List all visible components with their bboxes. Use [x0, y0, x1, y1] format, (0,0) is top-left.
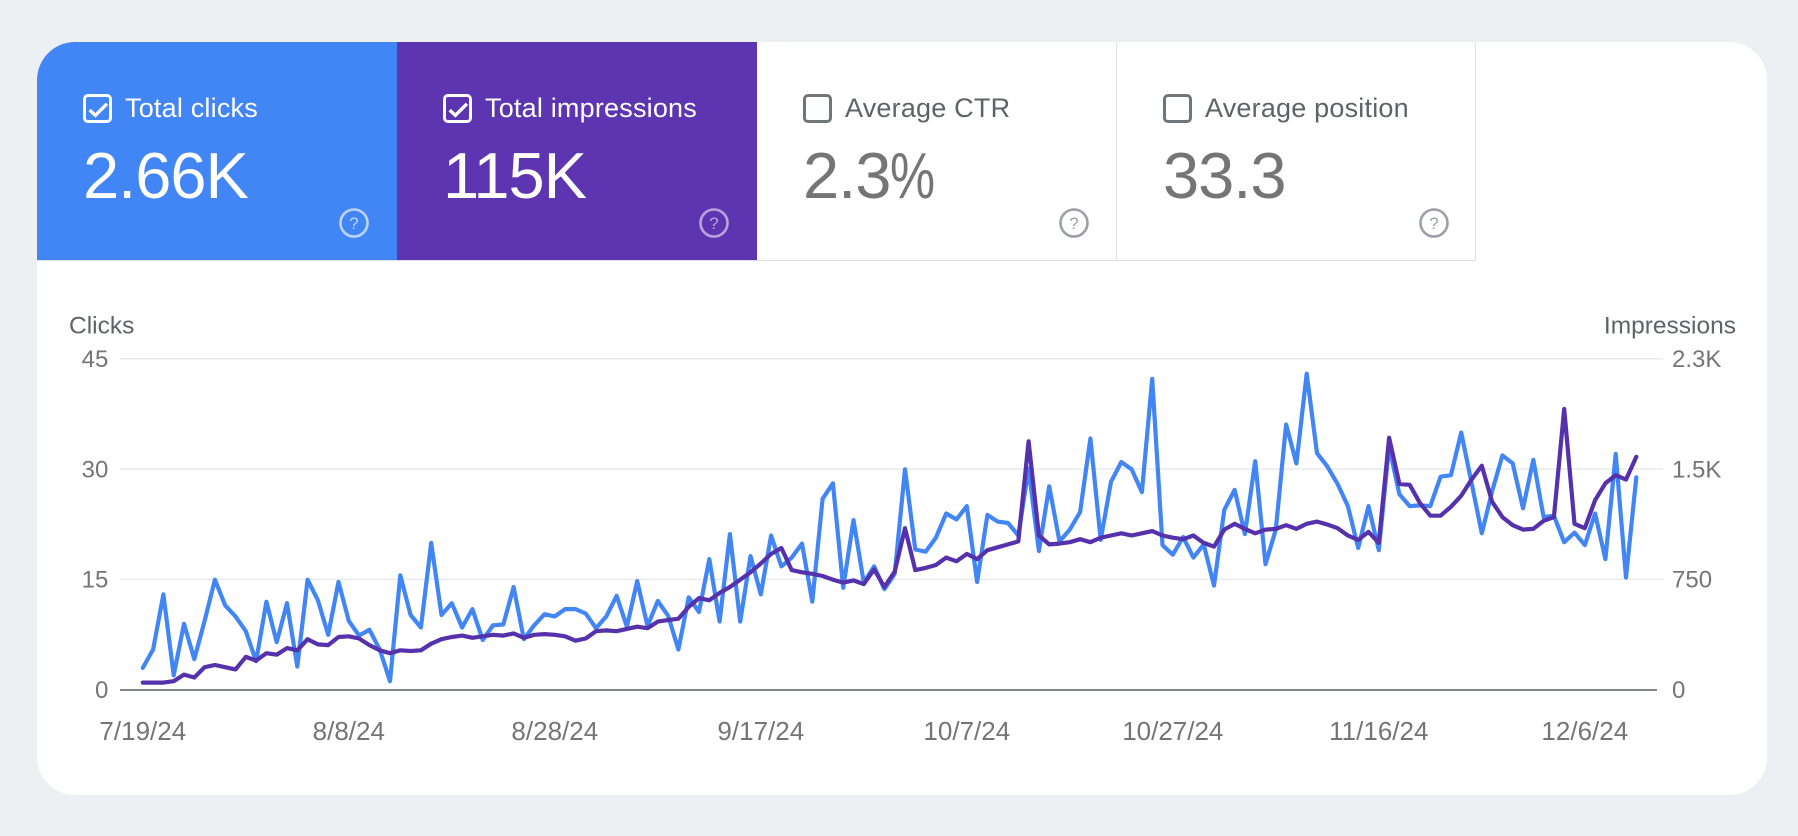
- svg-text:12/6/24: 12/6/24: [1541, 716, 1628, 746]
- svg-text:11/16/24: 11/16/24: [1329, 716, 1428, 746]
- svg-text:8/28/24: 8/28/24: [511, 716, 598, 746]
- svg-text:10/7/24: 10/7/24: [923, 716, 1010, 746]
- svg-text:30: 30: [82, 456, 109, 483]
- svg-text:750: 750: [1672, 567, 1712, 594]
- svg-text:8/8/24: 8/8/24: [313, 716, 385, 746]
- svg-text:?: ?: [709, 214, 718, 233]
- svg-text:1.5K: 1.5K: [1672, 456, 1721, 483]
- svg-text:?: ?: [349, 214, 358, 233]
- svg-text:Clicks: Clicks: [69, 313, 134, 340]
- svg-text:45: 45: [82, 346, 109, 373]
- svg-text:?: ?: [1429, 214, 1438, 233]
- svg-text:?: ?: [1069, 214, 1078, 233]
- svg-text:7/19/24: 7/19/24: [99, 716, 186, 746]
- svg-text:15: 15: [82, 567, 109, 594]
- svg-text:10/27/24: 10/27/24: [1122, 716, 1223, 746]
- svg-text:Impressions: Impressions: [1604, 313, 1736, 340]
- svg-text:2.3K: 2.3K: [1672, 346, 1721, 373]
- svg-text:0: 0: [1672, 677, 1685, 704]
- svg-text:0: 0: [95, 677, 108, 704]
- svg-text:9/17/24: 9/17/24: [717, 716, 804, 746]
